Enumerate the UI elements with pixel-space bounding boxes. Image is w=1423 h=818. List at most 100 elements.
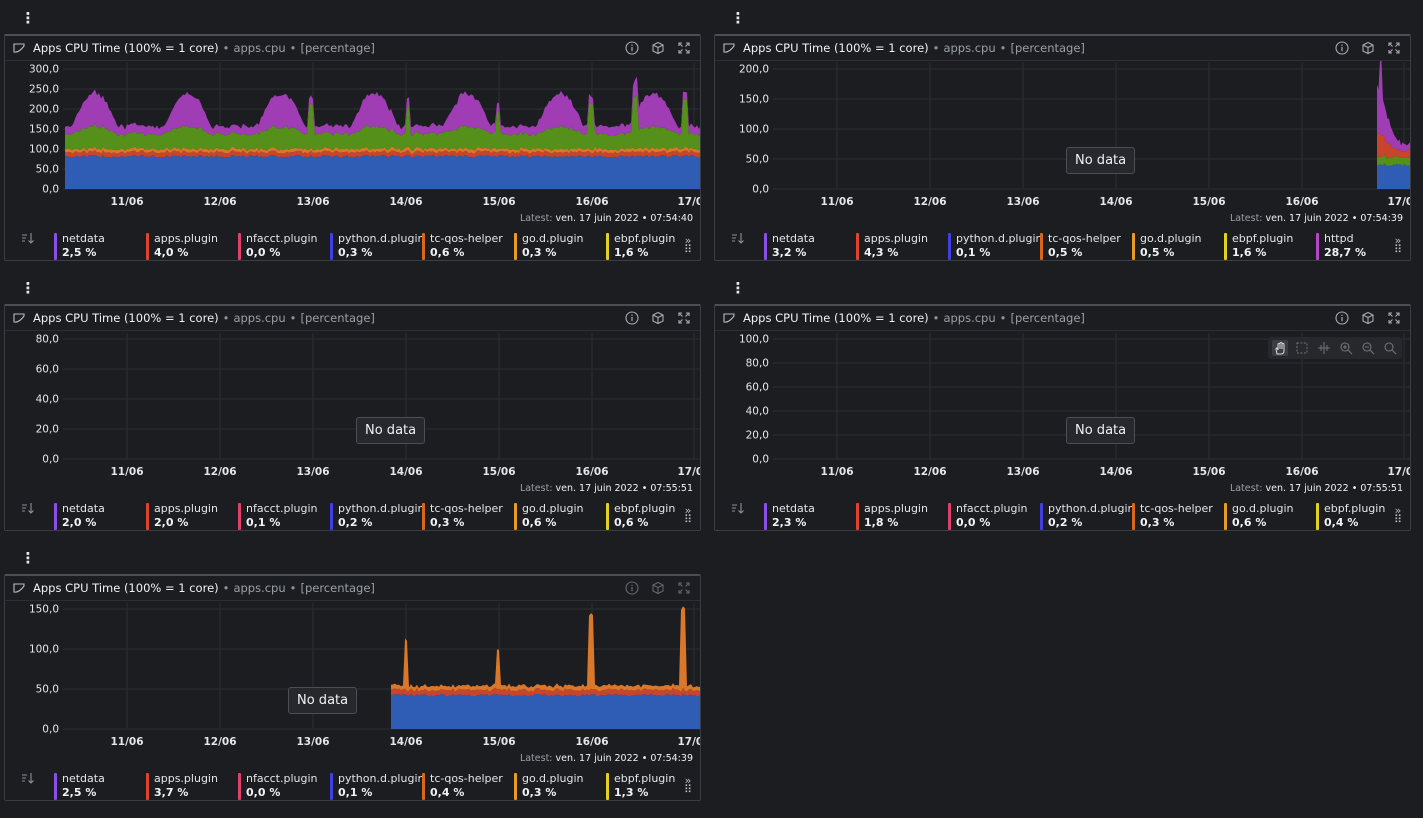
chart-legend: netdata 2,5 % apps.plugin 3,7 % nfacct.plugi… (5, 758, 700, 800)
drag-handle-icon[interactable]: ⠿ (1393, 513, 1402, 526)
chart-context[interactable]: apps.cpu (943, 311, 996, 325)
cube-settings-icon[interactable] (1360, 310, 1376, 326)
y-tick-label: 60,0 (746, 382, 769, 394)
dimension-name: python.d.plugin (338, 772, 425, 785)
separator: • (289, 41, 297, 55)
dimension-color-swatch (422, 773, 425, 800)
expand-icon[interactable] (676, 580, 692, 596)
sort-icon[interactable] (21, 232, 35, 247)
cube-settings-icon[interactable] (650, 310, 666, 326)
dimension-value: 0,0 % (246, 786, 281, 799)
expand-icon[interactable] (676, 310, 692, 326)
expand-icon[interactable] (1386, 310, 1402, 326)
chart-svg[interactable]: 200,0 150,0 100,0 50,0 0,0 11/06 12/06 13/06 14/… (715, 61, 1410, 213)
dimension-color-swatch (1040, 233, 1043, 260)
sort-icon[interactable] (21, 502, 35, 517)
chart-plot[interactable]: 200,0 150,0 100,0 50,0 0,0 11/06 12/06 13/06 14/… (715, 61, 1410, 213)
card-menu-button[interactable]: ⋮ (20, 279, 36, 297)
x-tick-label: 11/06 (110, 736, 143, 748)
expand-icon[interactable] (1386, 40, 1402, 56)
cube-settings-icon[interactable] (650, 580, 666, 596)
cube-settings-icon[interactable] (1360, 40, 1376, 56)
x-tick-label: 13/06 (296, 196, 329, 208)
latest-label: Latest: (519, 753, 553, 764)
y-tick-label: 100,0 (739, 334, 769, 346)
cube-settings-icon[interactable] (650, 40, 666, 56)
dimension-name: netdata (772, 232, 815, 245)
chart-plot[interactable]: 100,0 80,0 60,0 40,0 20,0 0,0 11/06 12/06 13/06 1… (715, 331, 1410, 483)
sort-icon[interactable] (731, 232, 745, 247)
sort-icon[interactable] (21, 772, 35, 787)
dimension-value: 0,6 % (1232, 516, 1267, 529)
dimension-color-swatch (146, 503, 149, 530)
chevron-double-right-icon[interactable]: » ⠿ (683, 774, 692, 796)
dimension-color-swatch (330, 503, 333, 530)
dimension-name: python.d.plugin (338, 502, 425, 515)
area-layer (1377, 61, 1410, 152)
dimension-value: 0,3 % (522, 246, 557, 259)
y-tick-label: 40,0 (36, 394, 59, 406)
info-icon[interactable] (624, 580, 640, 596)
separator: • (222, 311, 230, 325)
dimension-name: tc-qos-helper (430, 232, 503, 245)
card-menu-button[interactable]: ⋮ (20, 9, 36, 27)
info-icon[interactable] (1334, 40, 1350, 56)
dimension-color-swatch (1316, 503, 1319, 530)
area-layer (1377, 163, 1410, 189)
x-tick-label: 11/06 (110, 466, 143, 478)
y-tick-label: 100,0 (739, 124, 769, 136)
card-menu-button[interactable]: ⋮ (20, 549, 36, 567)
chart-plot[interactable]: 80,0 60,0 40,0 20,0 0,0 11/06 12/06 13/06 14/06 1… (5, 331, 700, 483)
chart-context[interactable]: apps.cpu (233, 41, 286, 55)
chevron-double-right-icon[interactable]: » ⠿ (1393, 234, 1402, 256)
hand-icon[interactable] (1272, 340, 1288, 356)
expand-icon[interactable] (676, 40, 692, 56)
dimension-name: nfacct.plugin (246, 772, 318, 785)
sort-icon[interactable] (731, 502, 745, 517)
y-tick-label: 250,0 (29, 84, 59, 96)
select-area-icon[interactable] (1294, 340, 1310, 356)
dimension-value: 1,3 % (614, 786, 649, 799)
highlight-icon[interactable] (1316, 340, 1332, 356)
dimension-value: 3,2 % (772, 246, 807, 259)
drag-handle-icon[interactable]: ⠿ (683, 783, 692, 796)
info-icon[interactable] (624, 40, 640, 56)
drag-handle-icon[interactable]: ⠿ (1393, 243, 1402, 256)
chart-svg[interactable]: 300,0 250,0 200,0 150,0 100,0 50,0 0,0 11/06 12/… (5, 61, 700, 213)
chart-card: Apps CPU Time (100% = 1 core) • apps.cpu… (4, 304, 701, 531)
chart-plot[interactable]: 300,0 250,0 200,0 150,0 100,0 50,0 0,0 11/06 12/… (5, 61, 700, 213)
card-menu-button[interactable]: ⋮ (730, 9, 746, 27)
dimension-color-swatch (238, 233, 241, 260)
chart-title: Apps CPU Time (100% = 1 core) (743, 311, 929, 325)
dimension-color-swatch (606, 233, 609, 260)
chevron-double-right-icon[interactable]: » ⠿ (683, 234, 692, 256)
info-icon[interactable] (624, 310, 640, 326)
card-menu-button[interactable]: ⋮ (730, 279, 746, 297)
zoom-in-icon[interactable] (1338, 340, 1354, 356)
latest-timestamp: Latest: ven. 17 juin 2022 • 07:54:40 (520, 213, 693, 224)
drag-handle-icon[interactable]: ⠿ (683, 513, 692, 526)
zoom-out-icon[interactable] (1360, 340, 1376, 356)
dimension-color-swatch (238, 773, 241, 800)
latest-label: Latest: (1229, 213, 1263, 224)
chart-context[interactable]: apps.cpu (233, 581, 286, 595)
zoom-reset-icon[interactable] (1382, 340, 1398, 356)
dimension-color-swatch (330, 773, 333, 800)
area-layer (1377, 154, 1410, 167)
dimension-value: 0,2 % (338, 516, 373, 529)
chart-plot[interactable]: 150,0 100,0 50,0 0,0 11/06 12/06 13/06 14/06 15/… (5, 601, 700, 753)
chart-context[interactable]: apps.cpu (233, 311, 286, 325)
info-icon[interactable] (1334, 310, 1350, 326)
drag-handle-icon[interactable]: ⠿ (683, 243, 692, 256)
chevron-double-right-icon[interactable]: » ⠿ (683, 504, 692, 526)
chart-svg[interactable]: 100,0 80,0 60,0 40,0 20,0 0,0 11/06 12/06 13/06 1… (715, 331, 1410, 483)
dimension-name: netdata (62, 772, 105, 785)
chart-context[interactable]: apps.cpu (943, 41, 996, 55)
separator: • (999, 311, 1007, 325)
chart-svg[interactable]: 150,0 100,0 50,0 0,0 11/06 12/06 13/06 14/06 15/… (5, 601, 700, 753)
chart-svg[interactable]: 80,0 60,0 40,0 20,0 0,0 11/06 12/06 13/06 14/06 1… (5, 331, 700, 483)
latest-timestamp: Latest: ven. 17 juin 2022 • 07:54:39 (1230, 213, 1403, 224)
chevron-double-right-icon[interactable]: » ⠿ (1393, 504, 1402, 526)
dimension-color-swatch (948, 503, 951, 530)
separator: • (932, 41, 940, 55)
